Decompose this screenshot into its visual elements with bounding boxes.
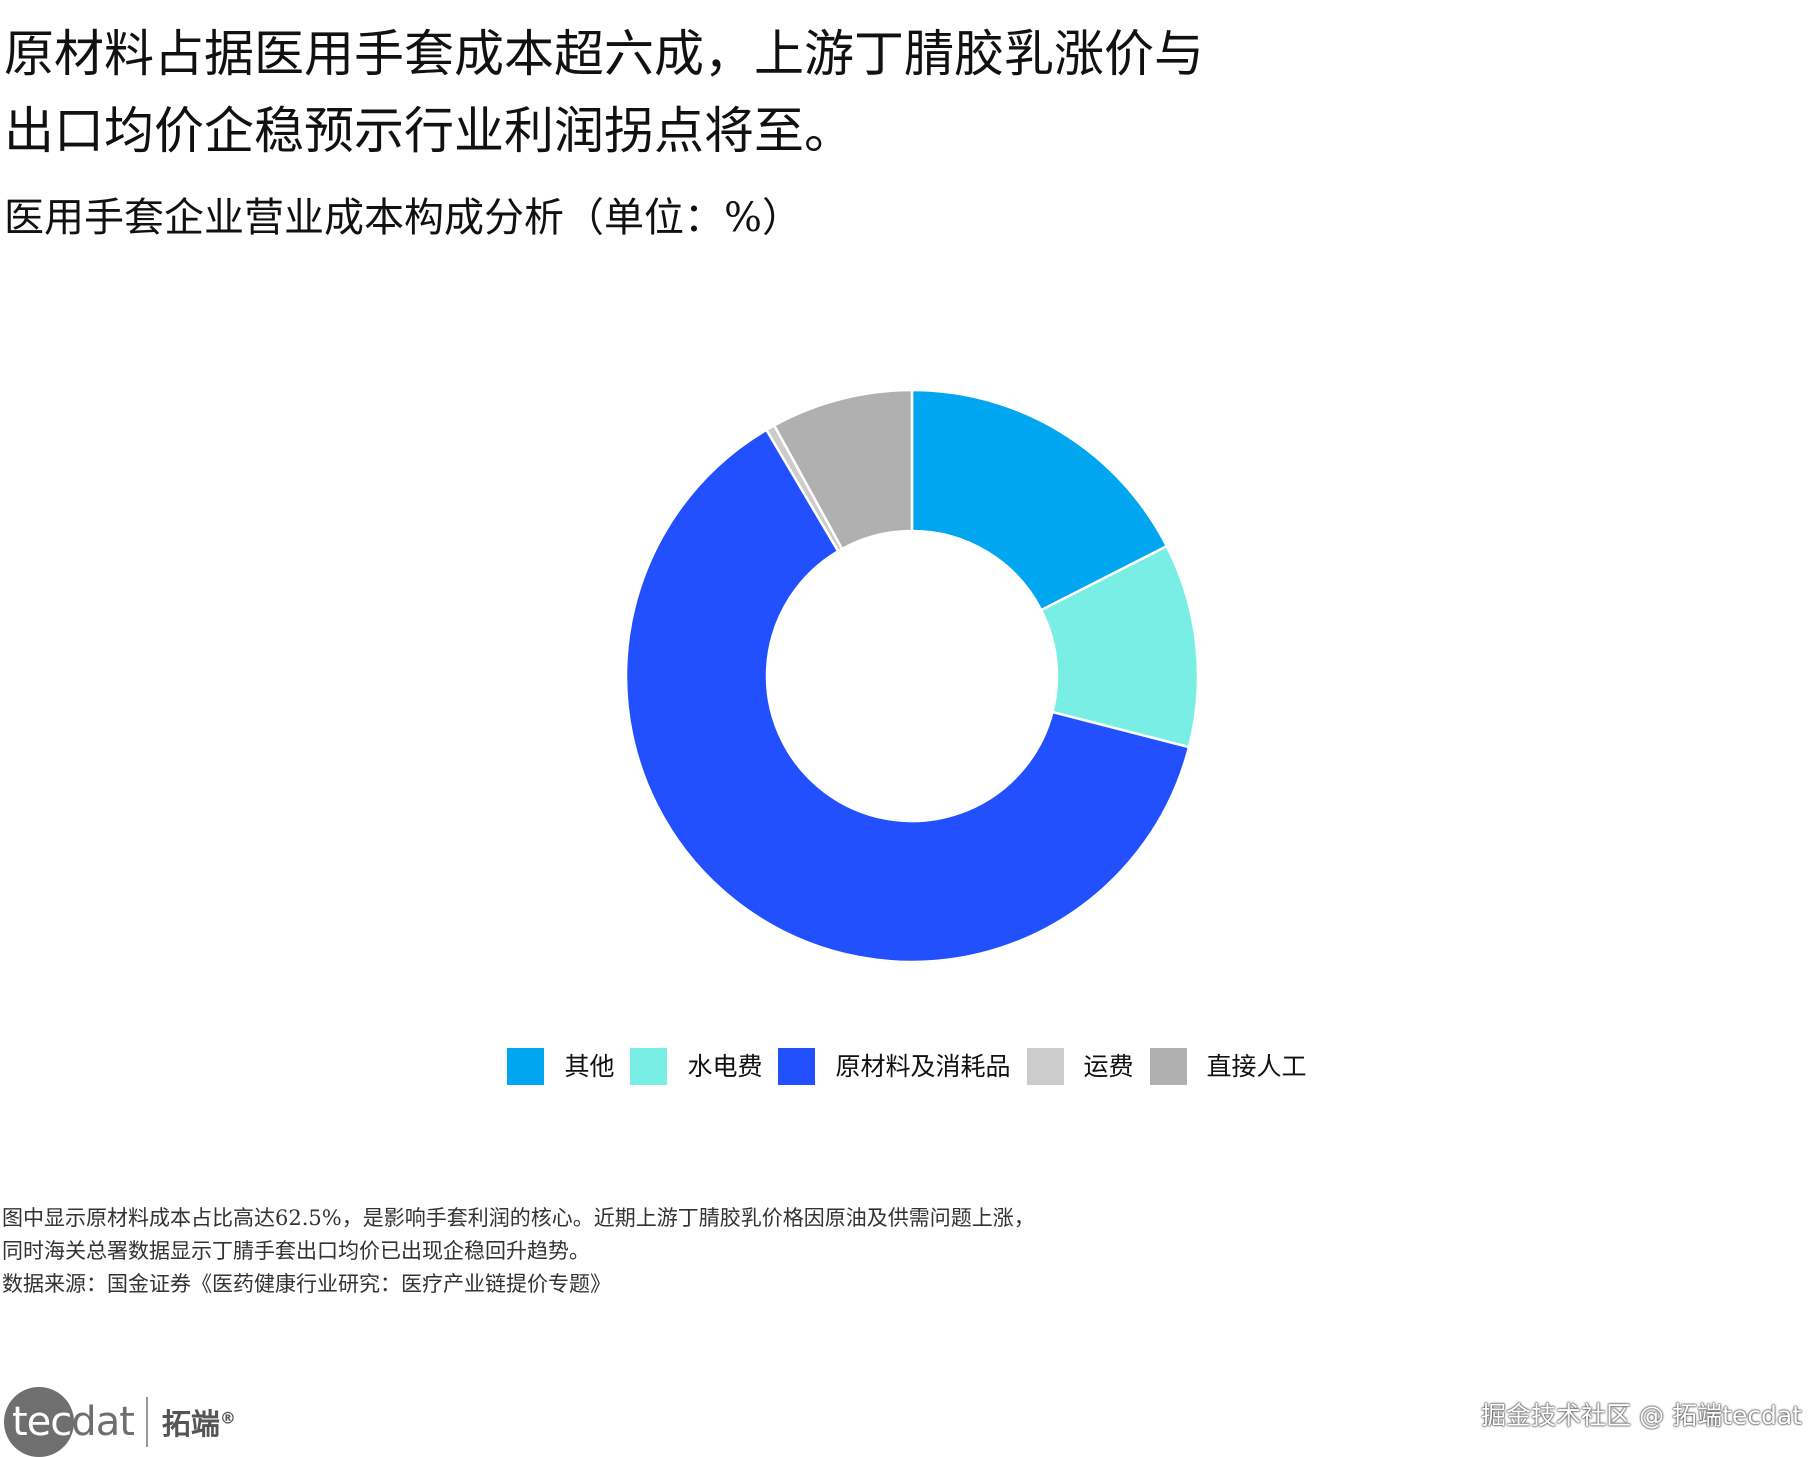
legend-swatch: [507, 1048, 545, 1085]
logo-divider: [145, 1397, 148, 1447]
legend-swatch: [778, 1048, 816, 1085]
legend-item-2: 水电费: [630, 1048, 762, 1085]
watermark: 掘金技术社区 @ 拓端tecdat: [1481, 1401, 1802, 1430]
legend-swatch: [630, 1048, 668, 1085]
chart-title: 医用手套企业营业成本构成分析（单位：%）: [4, 195, 803, 241]
logo-registered-mark: ®: [219, 1408, 236, 1428]
logo-circle: [4, 1387, 74, 1457]
source-line: 数据来源：国金证券《医药健康行业研究：医疗产业链提价专题》: [2, 1272, 611, 1296]
logo-word-dark: dat: [71, 1399, 135, 1445]
legend-item-1: 其他: [507, 1048, 614, 1085]
chart-legend: 其他 水电费 原材料及消耗品 运费 直接人工: [0, 1048, 1814, 1085]
slice-1: [910, 388, 1169, 612]
tecdat-logo: tecdat 拓端®: [4, 1387, 236, 1457]
legend-swatch: [1026, 1048, 1064, 1085]
logo-chinese: 拓端®: [162, 1401, 236, 1443]
logo-word-light: tec: [12, 1399, 72, 1445]
legend-item-5: 直接人工: [1149, 1048, 1307, 1085]
logo-cn-text: 拓端: [161, 1407, 220, 1441]
note-line-1: 图中显示原材料成本占比高达62.5%，是影响手套利润的核心。近期上游丁腈胶乳价格…: [2, 1206, 1035, 1230]
headline-line-1: 原材料占据医用手套成本超六成，上游丁腈胶乳涨价与: [4, 25, 1204, 83]
legend-label: 其他: [564, 1052, 615, 1081]
slice-5: [772, 388, 914, 551]
chart-notes: 图中显示原材料成本占比高达62.5%，是影响手套利润的核心。近期上游丁腈胶乳价格…: [2, 1202, 1402, 1301]
legend-item-3: 原材料及消耗品: [778, 1048, 1011, 1085]
legend-label: 水电费: [687, 1052, 763, 1081]
headline-line-2: 出口均价企稳预示行业利润拐点将至。: [4, 102, 854, 160]
logo-wordmark: tecdat: [4, 1399, 135, 1445]
legend-label: 原材料及消耗品: [835, 1052, 1011, 1081]
legend-swatch: [1149, 1048, 1187, 1085]
slice-3: [624, 428, 1191, 964]
legend-label: 运费: [1083, 1052, 1134, 1081]
legend-item-4: 运费: [1026, 1048, 1134, 1085]
headline: 原材料占据医用手套成本超六成，上游丁腈胶乳涨价与 出口均价企稳预示行业利润拐点将…: [4, 16, 1504, 170]
donut-chart: [624, 388, 1200, 964]
legend-label: 直接人工: [1206, 1052, 1307, 1081]
note-line-2: 同时海关总署数据显示丁腈手套出口均价已出现企稳回升趋势。: [2, 1239, 590, 1263]
